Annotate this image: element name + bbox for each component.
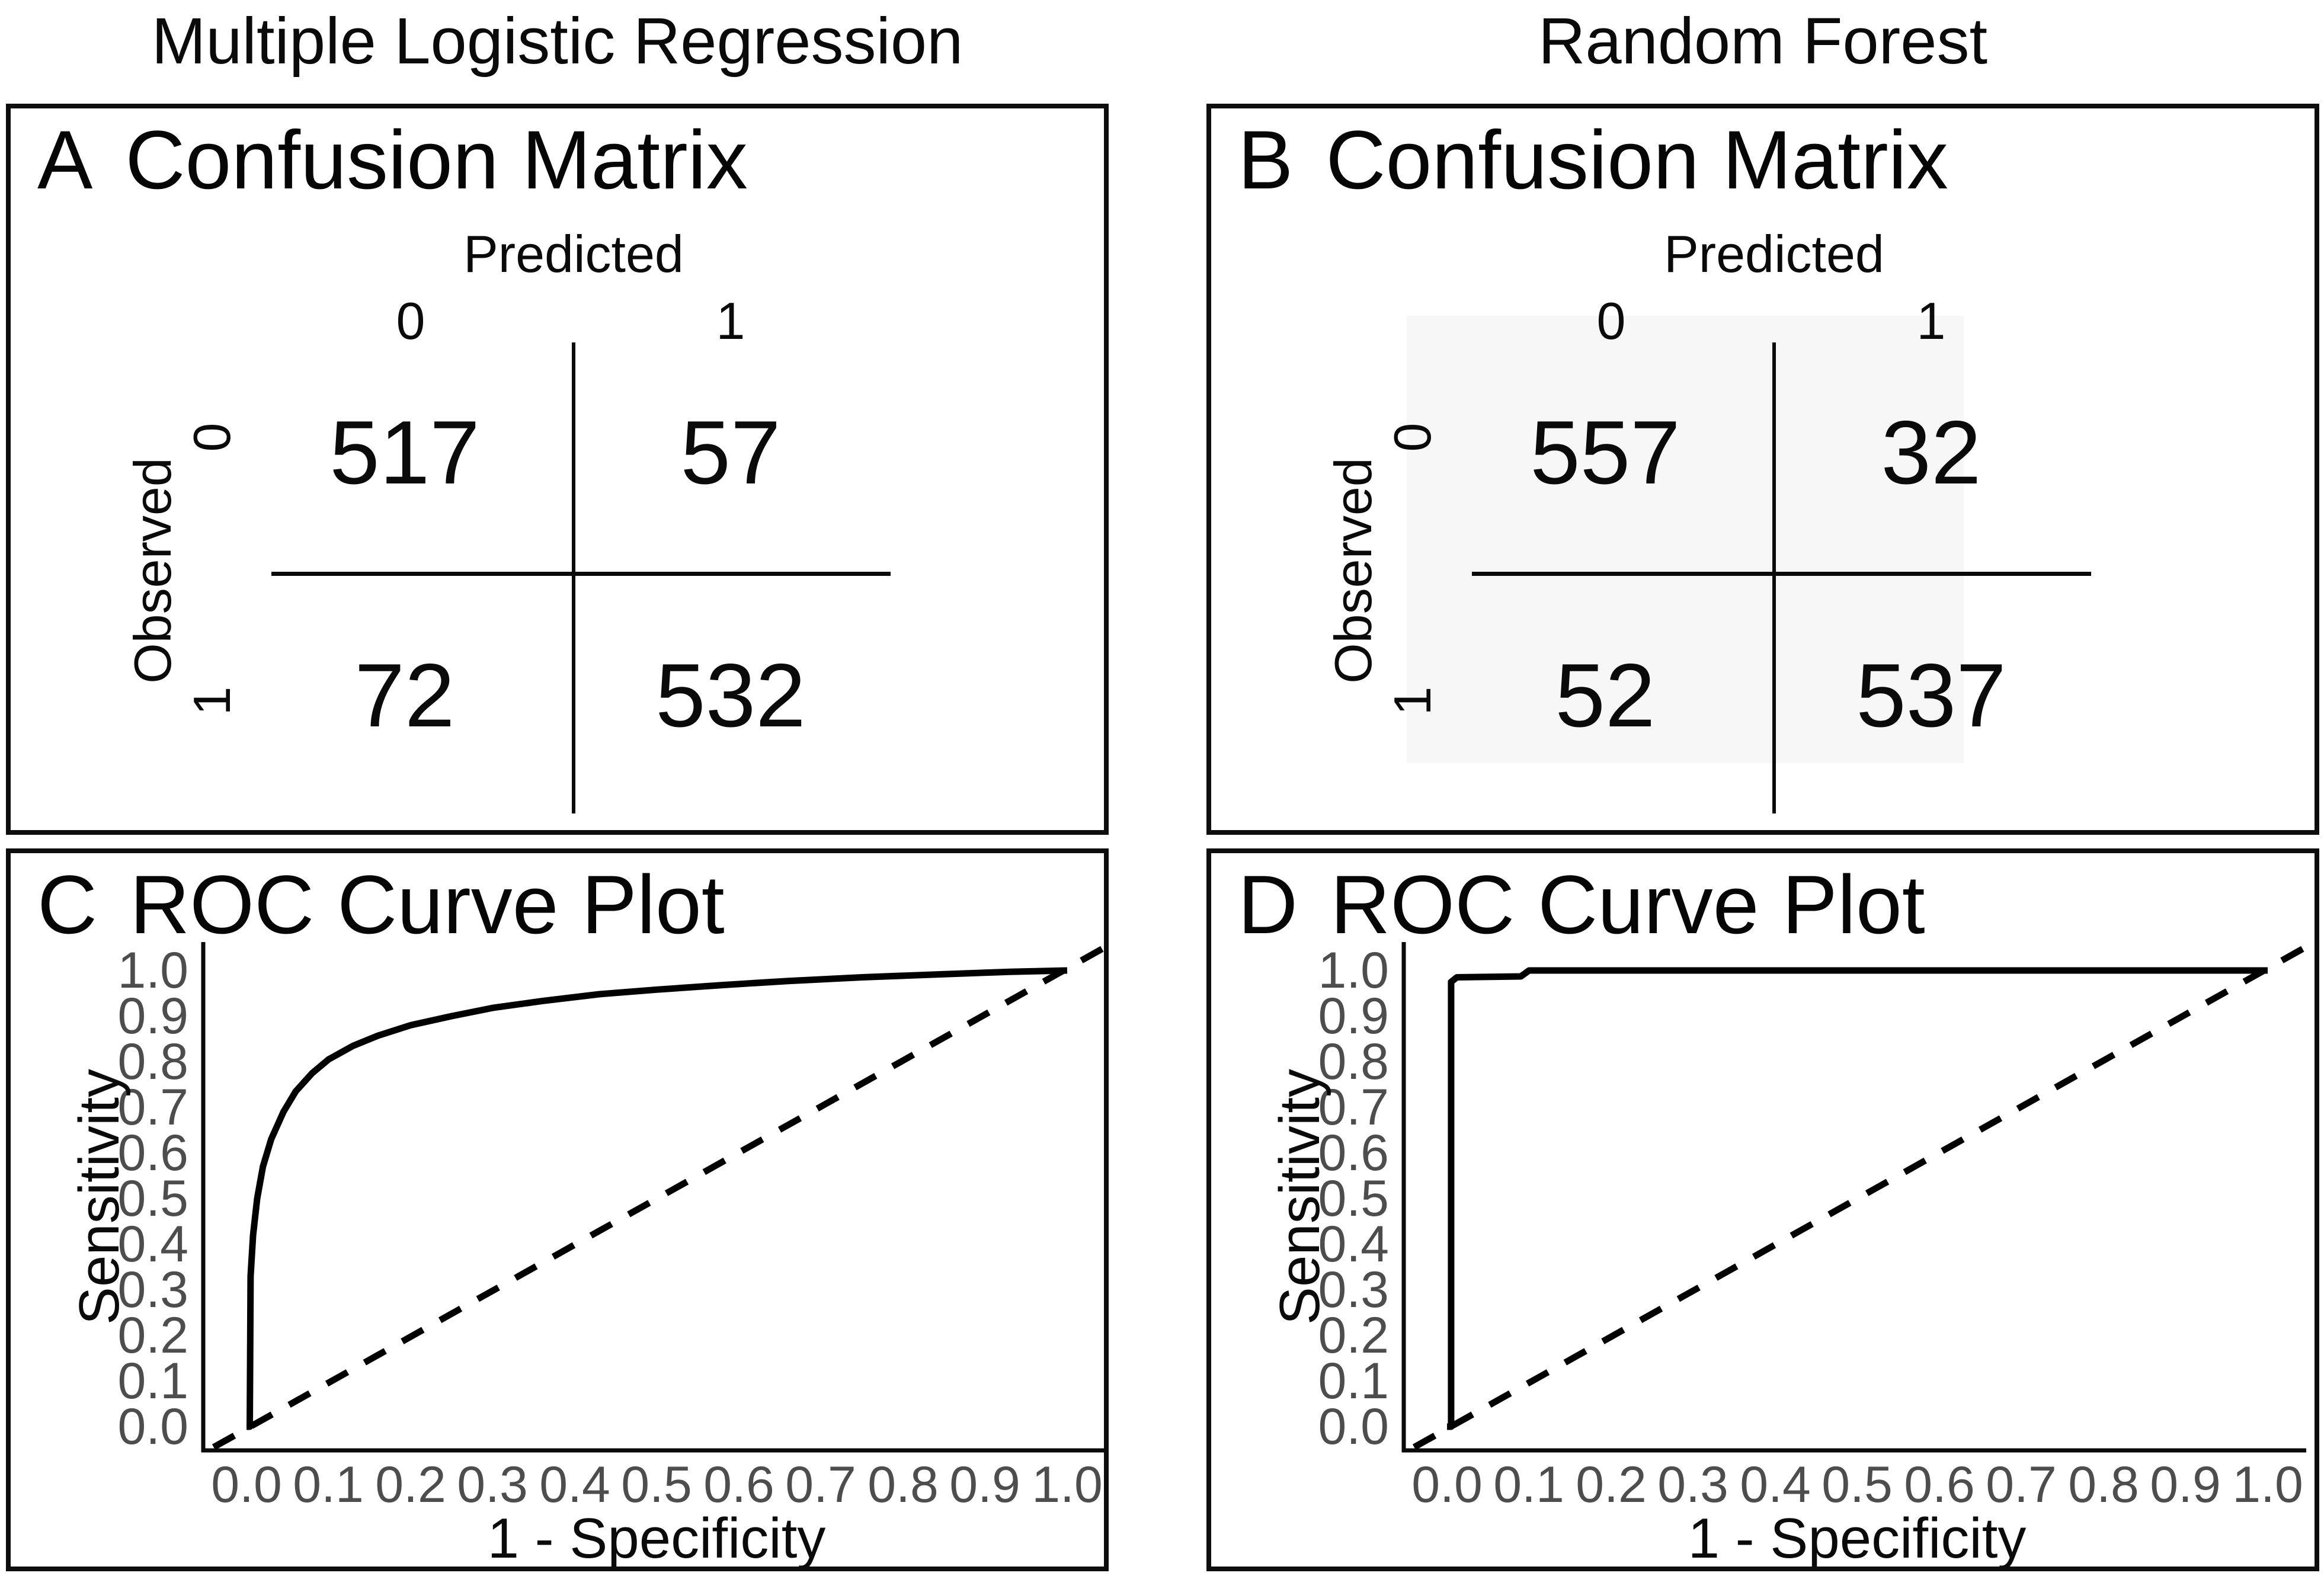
y-tick-label: 0.6: [1318, 1125, 1389, 1181]
x-tick-label: 0.0: [211, 1456, 282, 1513]
matrix-cell-true-negative: 557: [1530, 402, 1680, 503]
x-tick-label: 0.5: [1822, 1456, 1893, 1513]
panel-title: ROC Curve Plot: [130, 858, 725, 951]
roc-plot: [201, 942, 1104, 1453]
panel-letter: C: [37, 858, 98, 951]
matrix-cell-false-positive: 32: [1881, 402, 1982, 503]
panel-c-roc-curve: C ROC Curve Plot 1.0 0.9 0.8 0.7 0.6 0.5 …: [6, 848, 1109, 1571]
observed-axis-label: Observed: [1324, 457, 1382, 684]
x-tick-label: 0.6: [703, 1456, 774, 1513]
matrix-cell-true-positive: 532: [655, 645, 806, 746]
panel-b-header: B Confusion Matrix: [1238, 114, 1948, 206]
matrix-cell-true-positive: 537: [1856, 645, 2006, 746]
x-tick-label: 0.4: [539, 1456, 610, 1513]
y-tick-label: 1.0: [1318, 942, 1389, 999]
matrix-cell-true-negative: 517: [329, 402, 480, 503]
y-tick-label: 0.4: [1318, 1216, 1389, 1273]
roc-curve-line: [247, 967, 1068, 1430]
matrix-vertical-line: [572, 342, 575, 813]
y-tick-label: 0.0: [117, 1398, 188, 1455]
column-title-random-forest: Random Forest: [1538, 5, 1988, 78]
matrix-shading: [1407, 316, 1964, 763]
x-tick-label: 0.1: [293, 1456, 364, 1513]
y-tick-label: 0.6: [117, 1125, 188, 1181]
x-tick-label: 0.8: [2068, 1456, 2139, 1513]
x-tick-label: 0.1: [1493, 1456, 1564, 1513]
panel-title: Confusion Matrix: [125, 113, 748, 206]
x-tick-label: 0.3: [457, 1456, 528, 1513]
column-title-logistic-regression: Multiple Logistic Regression: [151, 5, 963, 78]
x-tick-label: 1.0: [2232, 1456, 2303, 1513]
x-tick-label: 0.5: [621, 1456, 692, 1513]
y-tick-label: 1.0: [117, 942, 188, 999]
observed-row-label-1: 1: [183, 686, 241, 716]
x-tick-label: 0.4: [1740, 1456, 1811, 1513]
y-axis-label: Sensitivity: [1268, 1068, 1331, 1325]
chance-diagonal-line: [1412, 941, 2310, 1450]
panel-a-confusion-matrix: A Confusion Matrix Predicted 0 1 Observed…: [6, 104, 1109, 835]
matrix-horizontal-line: [1472, 572, 2091, 576]
y-axis-label: Sensitivity: [68, 1068, 131, 1325]
x-axis-label: 1 - Specificity: [487, 1507, 826, 1570]
x-axis-label: 1 - Specificity: [1688, 1507, 2027, 1570]
y-tick-label: 0.4: [117, 1216, 188, 1273]
y-tick-label: 0.8: [117, 1033, 188, 1090]
x-tick-label: 0.9: [949, 1456, 1020, 1513]
y-tick-label: 0.9: [117, 988, 188, 1045]
predicted-axis-label: Predicted: [1664, 225, 1884, 283]
observed-axis-label: Observed: [123, 457, 182, 684]
matrix-horizontal-line: [271, 572, 891, 576]
x-tick-label: 0.2: [375, 1456, 446, 1513]
observed-row-label-0: 0: [1383, 422, 1442, 452]
y-tick-label: 0.2: [1318, 1307, 1389, 1364]
y-tick-label: 0.3: [117, 1261, 188, 1318]
panel-letter: D: [1238, 858, 1298, 951]
panel-b-confusion-matrix: B Confusion Matrix Predicted 0 1 Observed…: [1206, 104, 2319, 835]
y-tick-label: 0.8: [1318, 1033, 1389, 1090]
x-tick-label: 0.3: [1657, 1456, 1728, 1513]
matrix-vertical-line: [1772, 342, 1776, 813]
y-tick-label: 0.7: [117, 1079, 188, 1136]
x-tick-label: 0.9: [2150, 1456, 2221, 1513]
roc-plot: [1401, 941, 2310, 1453]
matrix-cell-false-negative: 52: [1555, 645, 1656, 746]
y-tick-label: 0.5: [117, 1170, 188, 1227]
y-tick-label: 0.5: [1318, 1170, 1389, 1227]
y-tick-label: 0.1: [1318, 1353, 1389, 1410]
panel-title: ROC Curve Plot: [1330, 858, 1925, 951]
x-tick-label: 0.8: [868, 1456, 939, 1513]
panel-d-header: D ROC Curve Plot: [1238, 859, 1925, 950]
panel-d-roc-curve: D ROC Curve Plot 1.0 0.9 0.8 0.7 0.6 0.5 …: [1206, 848, 2319, 1571]
observed-row-label-0: 0: [183, 422, 241, 452]
y-tick-label: 0.1: [117, 1353, 188, 1410]
panel-title: Confusion Matrix: [1326, 113, 1948, 206]
x-tick-label: 0.7: [1986, 1456, 2057, 1513]
y-tick-label: 0.9: [1318, 988, 1389, 1045]
y-tick-label: 0.0: [1318, 1398, 1389, 1455]
panel-letter: A: [37, 113, 93, 206]
y-tick-label: 0.3: [1318, 1261, 1389, 1318]
predicted-col-label-0: 0: [396, 292, 425, 350]
matrix-cell-false-negative: 72: [354, 645, 455, 746]
predicted-col-label-0: 0: [1596, 292, 1626, 350]
x-tick-label: 0.2: [1576, 1456, 1647, 1513]
x-tick-label: 0.6: [1904, 1456, 1975, 1513]
observed-row-label-1: 1: [1383, 686, 1442, 716]
y-tick-labels: 1.0 0.9 0.8 0.7 0.6 0.5 0.4 0.3 0.2 0.1 …: [1211, 853, 1389, 1567]
y-tick-labels: 1.0 0.9 0.8 0.7 0.6 0.5 0.4 0.3 0.2 0.1 …: [11, 853, 188, 1567]
predicted-axis-label: Predicted: [463, 225, 684, 283]
roc-curve-line: [1447, 967, 2268, 1430]
matrix-cell-false-positive: 57: [680, 402, 781, 503]
y-tick-label: 0.7: [1318, 1079, 1389, 1136]
x-tick-label: 0.7: [785, 1456, 856, 1513]
panel-a-header: A Confusion Matrix: [37, 114, 748, 206]
panel-letter: B: [1238, 113, 1294, 206]
x-tick-label: 0.0: [1411, 1456, 1483, 1513]
x-tick-label: 1.0: [1032, 1456, 1103, 1513]
y-tick-label: 0.2: [117, 1307, 188, 1364]
predicted-col-label-1: 1: [716, 292, 745, 350]
panel-c-header: C ROC Curve Plot: [37, 859, 725, 950]
predicted-col-label-1: 1: [1916, 292, 1946, 350]
chance-diagonal-line: [212, 944, 1104, 1450]
